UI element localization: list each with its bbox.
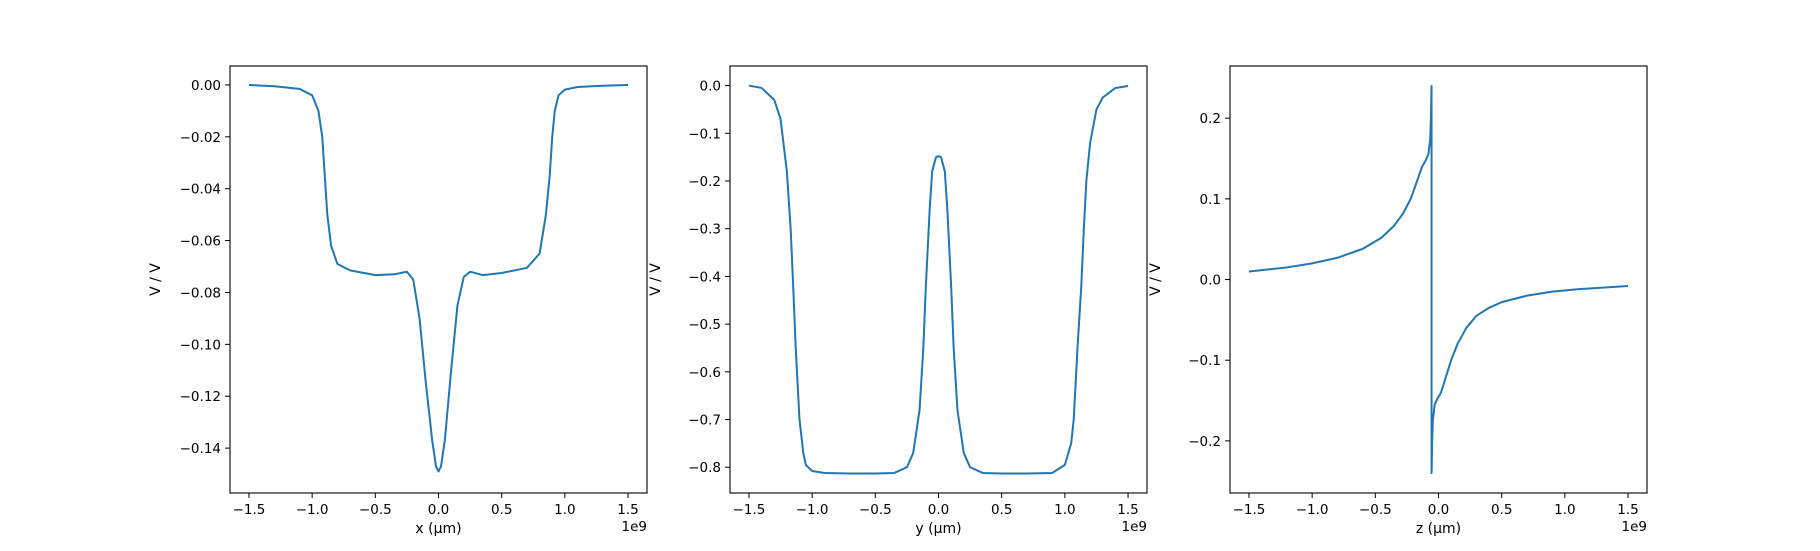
x-tick-label: −1.5 (733, 502, 766, 518)
series-line (1248, 84, 1629, 475)
x-tick-label: 1.0 (554, 502, 575, 518)
x-tick-label: 1.5 (617, 502, 638, 518)
y-tick-label: −0.08 (180, 285, 221, 301)
x-tick-label: −1.0 (296, 502, 329, 518)
x-tick-label: 1.5 (1617, 502, 1638, 518)
y-tick-label: −0.8 (688, 460, 721, 476)
x-axis-label: z (μm) (1416, 521, 1461, 537)
y-tick-label: 0.1 (1200, 192, 1221, 208)
x-tick-label: 0.0 (928, 502, 949, 518)
y-tick-label: 0.2 (1200, 111, 1221, 127)
axes-frame (1229, 65, 1648, 494)
subplot-z-profile: −1.5 −1.0 −0.5 0.0 0.5 1.0 1.5 0.2 0.1 0.0 −0.1 −0.… (1148, 65, 1648, 537)
x-tick-label: 0.5 (491, 502, 512, 518)
y-tick-label: −0.3 (688, 222, 721, 238)
y-tick-label: 0.0 (700, 79, 721, 95)
y-tick-label: −0.6 (688, 365, 721, 381)
x-tick-label: −1.0 (1296, 502, 1329, 518)
y-tick-label: −0.5 (688, 317, 721, 333)
axes-frame (229, 65, 648, 494)
subplot-x-profile: −1.5 −1.0 −0.5 0.0 0.5 1.0 1.5 0.00 −0.02 −0.04 −0… (148, 65, 648, 537)
y-axis-label: V / V (1148, 263, 1164, 296)
x-offset-label: 1e9 (1622, 519, 1647, 535)
subplot-y-profile: −1.5 −1.0 −0.5 0.0 0.5 1.0 1.5 0.0 −0.1 −0.2 −0.3 −… (648, 65, 1148, 537)
x-offset-label: 1e9 (622, 519, 647, 535)
x-tick-label: 0.5 (1491, 502, 1512, 518)
x-offset-label: 1e9 (1122, 519, 1147, 535)
x-tick-label: 1.5 (1117, 502, 1138, 518)
x-axis-label: x (μm) (415, 521, 461, 537)
y-tick-label: −0.14 (180, 441, 221, 457)
y-tick-label: −0.1 (1188, 353, 1221, 369)
y-tick-label: −0.06 (180, 234, 221, 250)
y-axis-label: V / V (648, 263, 664, 296)
x-tick-label: 0.0 (1428, 502, 1449, 518)
x-tick-label: −0.5 (1359, 502, 1392, 518)
y-tick-label: −0.4 (688, 269, 721, 285)
y-tick-label: 0.00 (191, 78, 221, 94)
x-tick-label: 0.5 (991, 502, 1012, 518)
x-tick-label: −1.5 (1233, 502, 1266, 518)
y-tick-label: −0.2 (1188, 434, 1221, 450)
x-tick-label: 1.0 (1054, 502, 1075, 518)
x-axis-label: y (μm) (915, 521, 961, 537)
y-tick-label: 0.0 (1200, 273, 1221, 289)
series-line (748, 84, 1129, 475)
x-tick-label: −1.0 (796, 502, 829, 518)
x-tick-label: −1.5 (233, 502, 266, 518)
y-tick-label: −0.12 (180, 389, 221, 405)
y-tick-label: −0.2 (688, 174, 721, 190)
y-tick-label: −0.04 (180, 182, 221, 198)
y-axis-label: V / V (148, 263, 164, 296)
x-tick-label: 1.0 (1554, 502, 1575, 518)
x-tick-label: 0.0 (428, 502, 449, 518)
y-tick-label: −0.1 (688, 126, 721, 142)
series-line (248, 83, 629, 473)
y-tick-label: −0.02 (180, 130, 221, 146)
x-tick-label: −0.5 (359, 502, 392, 518)
x-tick-label: −0.5 (859, 502, 892, 518)
y-tick-label: −0.10 (180, 337, 221, 353)
y-tick-label: −0.7 (688, 413, 721, 429)
